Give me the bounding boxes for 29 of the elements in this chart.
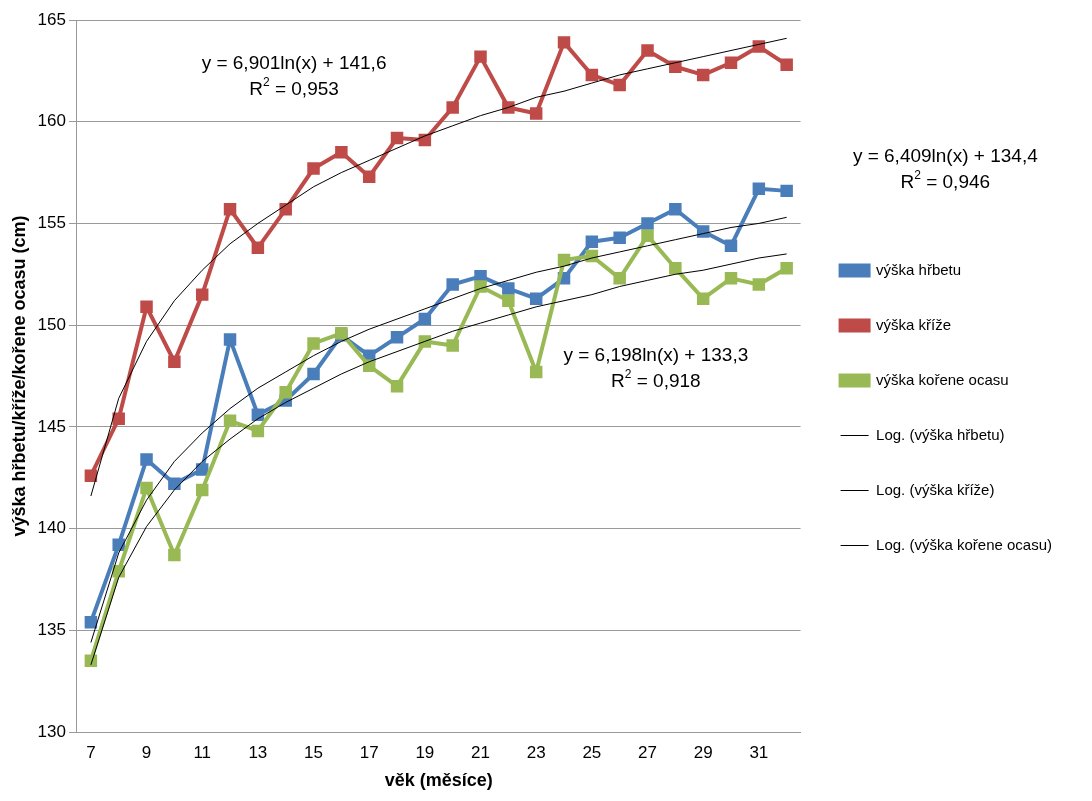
y-axis-title: výška hřbetu/kříže/kořene ocasu (cm) bbox=[8, 215, 29, 537]
y-tick-label: 130 bbox=[37, 721, 66, 741]
x-tick-label: 31 bbox=[749, 742, 769, 762]
x-tick-label: 21 bbox=[471, 742, 490, 762]
y-tick-label: 135 bbox=[37, 619, 66, 639]
x-tick-label: 15 bbox=[304, 742, 323, 762]
legend-label: Log. (výška hřbetu) bbox=[876, 425, 1005, 443]
x-tick-label: 9 bbox=[141, 742, 152, 762]
legend-label: Log. (výška kořene ocasu) bbox=[876, 535, 1052, 553]
x-tick-label: 11 bbox=[193, 742, 212, 762]
y-tick-label: 150 bbox=[37, 314, 66, 334]
x-axis-title: věk (měsíce) bbox=[384, 770, 493, 791]
y-tick-label: 160 bbox=[37, 111, 66, 131]
x-tick-label: 23 bbox=[526, 742, 546, 762]
x-tick-label: 19 bbox=[415, 742, 435, 762]
legend-label: Log. (výška kříže) bbox=[876, 480, 995, 498]
x-tick-label: 17 bbox=[359, 742, 379, 762]
legend-label: výška kořene ocasu bbox=[876, 370, 1009, 388]
x-tick-label: 27 bbox=[638, 742, 657, 762]
y-tick-label: 155 bbox=[37, 213, 66, 233]
x-tick-label: 13 bbox=[248, 742, 268, 762]
y-tick-label: 145 bbox=[37, 416, 66, 436]
x-tick-label: 7 bbox=[86, 742, 96, 762]
legend-label: výška hřbetu bbox=[876, 260, 962, 278]
x-tick-label: 29 bbox=[693, 742, 713, 762]
x-tick-label: 25 bbox=[582, 742, 602, 762]
legend-label: výška kříže bbox=[876, 315, 952, 333]
y-tick-label: 165 bbox=[37, 9, 66, 29]
y-tick-label: 140 bbox=[37, 518, 66, 538]
